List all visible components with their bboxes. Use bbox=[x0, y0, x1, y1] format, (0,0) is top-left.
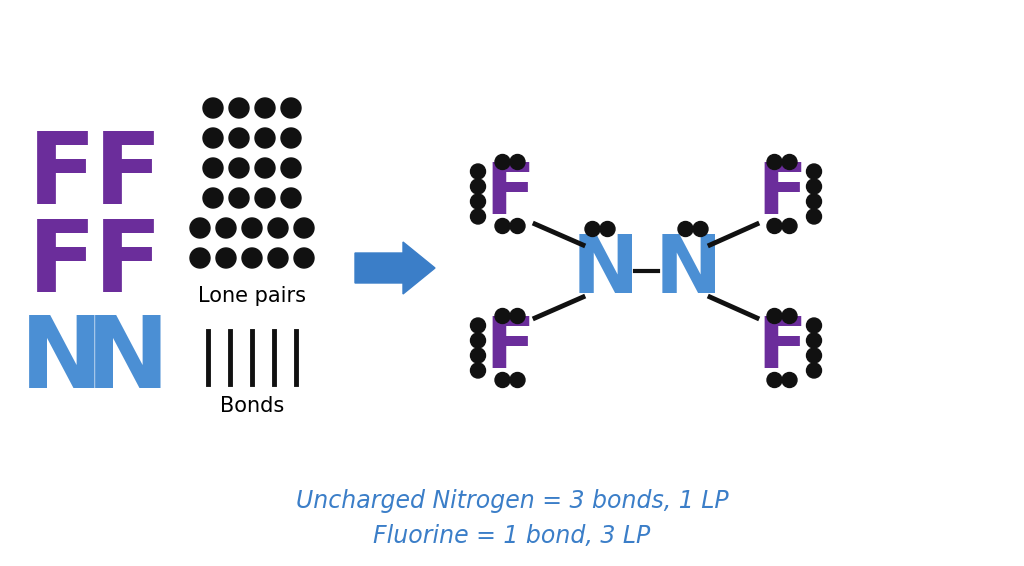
Circle shape bbox=[807, 348, 821, 363]
Text: F: F bbox=[758, 314, 807, 383]
Circle shape bbox=[767, 218, 782, 234]
Text: F: F bbox=[28, 216, 96, 312]
Circle shape bbox=[268, 218, 288, 238]
Circle shape bbox=[495, 155, 510, 169]
Text: F: F bbox=[28, 127, 96, 225]
Circle shape bbox=[190, 218, 210, 238]
Circle shape bbox=[255, 98, 275, 118]
Circle shape bbox=[470, 194, 485, 209]
Circle shape bbox=[294, 248, 314, 268]
Circle shape bbox=[470, 209, 485, 224]
Circle shape bbox=[782, 155, 797, 169]
Circle shape bbox=[242, 218, 262, 238]
Text: Uncharged Nitrogen = 3 bonds, 1 LP: Uncharged Nitrogen = 3 bonds, 1 LP bbox=[296, 489, 728, 513]
Circle shape bbox=[255, 158, 275, 178]
Circle shape bbox=[229, 98, 249, 118]
Circle shape bbox=[255, 188, 275, 208]
Text: Fluorine = 1 bond, 3 LP: Fluorine = 1 bond, 3 LP bbox=[374, 524, 650, 548]
Circle shape bbox=[294, 218, 314, 238]
Circle shape bbox=[229, 188, 249, 208]
Circle shape bbox=[281, 98, 301, 118]
Text: F: F bbox=[485, 314, 535, 383]
FancyArrow shape bbox=[355, 242, 435, 294]
Circle shape bbox=[600, 221, 615, 237]
Circle shape bbox=[203, 158, 223, 178]
Circle shape bbox=[807, 209, 821, 224]
Circle shape bbox=[229, 128, 249, 148]
Circle shape bbox=[281, 188, 301, 208]
Circle shape bbox=[281, 158, 301, 178]
Circle shape bbox=[782, 372, 797, 388]
Circle shape bbox=[782, 218, 797, 234]
Circle shape bbox=[203, 188, 223, 208]
Text: F: F bbox=[94, 127, 162, 225]
Circle shape bbox=[255, 128, 275, 148]
Circle shape bbox=[470, 179, 485, 194]
Circle shape bbox=[229, 158, 249, 178]
Circle shape bbox=[470, 333, 485, 348]
Circle shape bbox=[470, 348, 485, 363]
Circle shape bbox=[807, 164, 821, 179]
Text: F: F bbox=[485, 160, 535, 229]
Circle shape bbox=[807, 179, 821, 194]
Circle shape bbox=[242, 248, 262, 268]
Circle shape bbox=[767, 155, 782, 169]
Circle shape bbox=[767, 372, 782, 388]
Circle shape bbox=[510, 155, 525, 169]
Circle shape bbox=[216, 248, 236, 268]
Circle shape bbox=[807, 333, 821, 348]
Circle shape bbox=[268, 248, 288, 268]
Text: N: N bbox=[86, 312, 170, 409]
Text: N: N bbox=[571, 232, 639, 310]
Circle shape bbox=[767, 308, 782, 324]
Circle shape bbox=[693, 221, 708, 237]
Circle shape bbox=[216, 218, 236, 238]
Circle shape bbox=[807, 318, 821, 333]
Text: F: F bbox=[94, 216, 162, 312]
Circle shape bbox=[495, 218, 510, 234]
Text: N: N bbox=[654, 232, 722, 310]
Circle shape bbox=[585, 221, 600, 237]
Circle shape bbox=[470, 164, 485, 179]
Circle shape bbox=[510, 372, 525, 388]
Circle shape bbox=[495, 308, 510, 324]
Text: Lone pairs: Lone pairs bbox=[198, 286, 306, 306]
Circle shape bbox=[807, 194, 821, 209]
Circle shape bbox=[203, 98, 223, 118]
Circle shape bbox=[495, 372, 510, 388]
Circle shape bbox=[470, 318, 485, 333]
Circle shape bbox=[510, 308, 525, 324]
Circle shape bbox=[203, 128, 223, 148]
Circle shape bbox=[510, 218, 525, 234]
Circle shape bbox=[782, 308, 797, 324]
Circle shape bbox=[190, 248, 210, 268]
Circle shape bbox=[281, 128, 301, 148]
Text: Bonds: Bonds bbox=[220, 396, 284, 416]
Circle shape bbox=[678, 221, 693, 237]
Text: F: F bbox=[758, 160, 807, 229]
Text: N: N bbox=[20, 312, 103, 409]
Circle shape bbox=[807, 363, 821, 378]
Circle shape bbox=[470, 363, 485, 378]
